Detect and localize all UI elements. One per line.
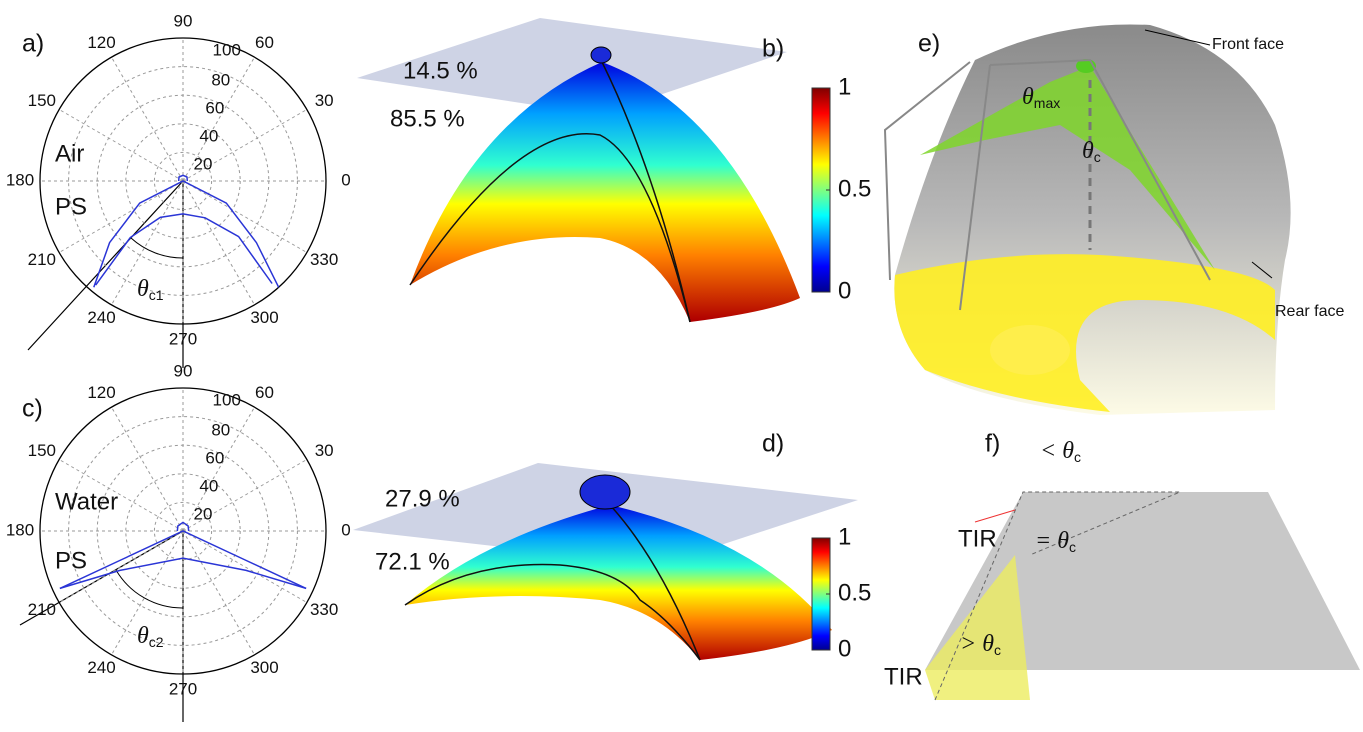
subscript: c2 <box>149 634 164 650</box>
r-tick-label: 40 <box>199 477 218 496</box>
theta-tick-label: 0 <box>341 520 350 539</box>
grid-spoke <box>112 407 184 531</box>
r-tick-label: 100 <box>213 391 241 410</box>
colorbar-tick-label: 1 <box>838 523 851 550</box>
colorbar-tick-label: 0 <box>838 277 851 304</box>
panel-label: a) <box>22 30 44 58</box>
panel-label: e) <box>918 30 940 58</box>
theta-tick-label: 150 <box>28 441 56 460</box>
label: Front face <box>1212 36 1284 53</box>
yellow-spot <box>990 325 1070 375</box>
symbol: > θ <box>960 631 994 657</box>
subscript: c1 <box>149 287 164 303</box>
theta-tick-label: 30 <box>315 91 334 110</box>
r-tick-label: 20 <box>193 505 212 524</box>
label: TIR <box>958 525 997 552</box>
annotation: 27.9 % <box>385 485 460 512</box>
label: TIR <box>884 663 923 690</box>
symbol: θ <box>1022 84 1034 110</box>
panel-label: b) <box>762 35 784 63</box>
subscript: max <box>1034 95 1060 111</box>
theta-tick-label: 240 <box>87 658 115 677</box>
theta-tick-label: 270 <box>169 679 197 698</box>
panel-f: f) TIR TIR < θc = θc > θc <box>884 430 1360 700</box>
subscript: c <box>1094 149 1101 165</box>
subscript: c <box>994 642 1001 658</box>
colorbar-tick-label: 0.5 <box>838 579 871 606</box>
theta-tick-label: 90 <box>174 361 193 380</box>
symbol: θ <box>137 276 149 302</box>
annotation: 85.5 % <box>390 105 465 132</box>
annotation: 14.5 % <box>403 57 478 84</box>
r-tick-label: 100 <box>213 41 241 60</box>
colorbar-tick-label: 0 <box>838 635 851 662</box>
surface-tip <box>591 47 611 63</box>
surface <box>410 62 800 322</box>
symbol: = θ <box>1035 528 1069 554</box>
colorbar-tick-label: 1 <box>838 73 851 100</box>
angle-label: θc2 <box>137 623 164 650</box>
subscript: c <box>1074 449 1081 465</box>
theta-tick-label: 330 <box>310 250 338 269</box>
theta-tick-label: 60 <box>255 33 274 52</box>
panel-label: c) <box>22 395 43 423</box>
polar-curve <box>96 214 272 285</box>
theta-tick-label: 330 <box>310 600 338 619</box>
r-tick-label: 80 <box>211 421 230 440</box>
theta-tick-label: 240 <box>87 308 115 327</box>
theta-tick-label: 180 <box>6 520 34 539</box>
theta-tick-label: 0 <box>341 170 350 189</box>
theta-tick-label: 90 <box>174 11 193 30</box>
label: Rear face <box>1275 303 1344 320</box>
symbol: θ <box>1082 138 1094 164</box>
theta-tick-label: 300 <box>250 658 278 677</box>
angle-label: < θc <box>1040 438 1081 465</box>
theta-tick-label: 120 <box>87 383 115 402</box>
symbol: θ <box>137 623 149 649</box>
annotation: 72.1 % <box>375 548 450 575</box>
colorbar-tick-label: 0.5 <box>838 175 871 202</box>
theta-tick-label: 150 <box>28 91 56 110</box>
surface-tip <box>580 475 630 509</box>
r-tick-label: 20 <box>193 155 212 174</box>
panel-label: d) <box>762 430 784 458</box>
r-tick-label: 60 <box>205 449 224 468</box>
theta-tick-label: 120 <box>87 33 115 52</box>
r-tick-label: 40 <box>199 127 218 146</box>
theta-tick-label: 180 <box>6 170 34 189</box>
theta-tick-label: 30 <box>315 441 334 460</box>
annotation: Water <box>55 488 118 515</box>
annotation: PS <box>55 193 87 220</box>
r-tick-label: 80 <box>211 71 230 90</box>
subscript: c <box>1069 539 1076 555</box>
theta-tick-label: 210 <box>28 600 56 619</box>
theta-tick-label: 270 <box>169 329 197 348</box>
figure: e) Front face Rear face θmax θc f) TIR T… <box>0 0 1363 732</box>
annotation: Air <box>55 140 84 167</box>
r-tick-label: 60 <box>205 99 224 118</box>
panel-label: f) <box>985 430 1000 458</box>
angle-label: θc1 <box>137 276 164 303</box>
grid-spoke <box>112 57 184 181</box>
grid-spoke <box>183 531 255 655</box>
theta-tick-label: 60 <box>255 383 274 402</box>
panel-e: e) Front face Rear face θmax θc <box>885 24 1344 415</box>
theta-tick-label: 210 <box>28 250 56 269</box>
annotation: PS <box>55 547 87 574</box>
symbol: < θ <box>1040 438 1074 464</box>
grid-spoke <box>183 531 307 603</box>
theta-tick-label: 300 <box>250 308 278 327</box>
